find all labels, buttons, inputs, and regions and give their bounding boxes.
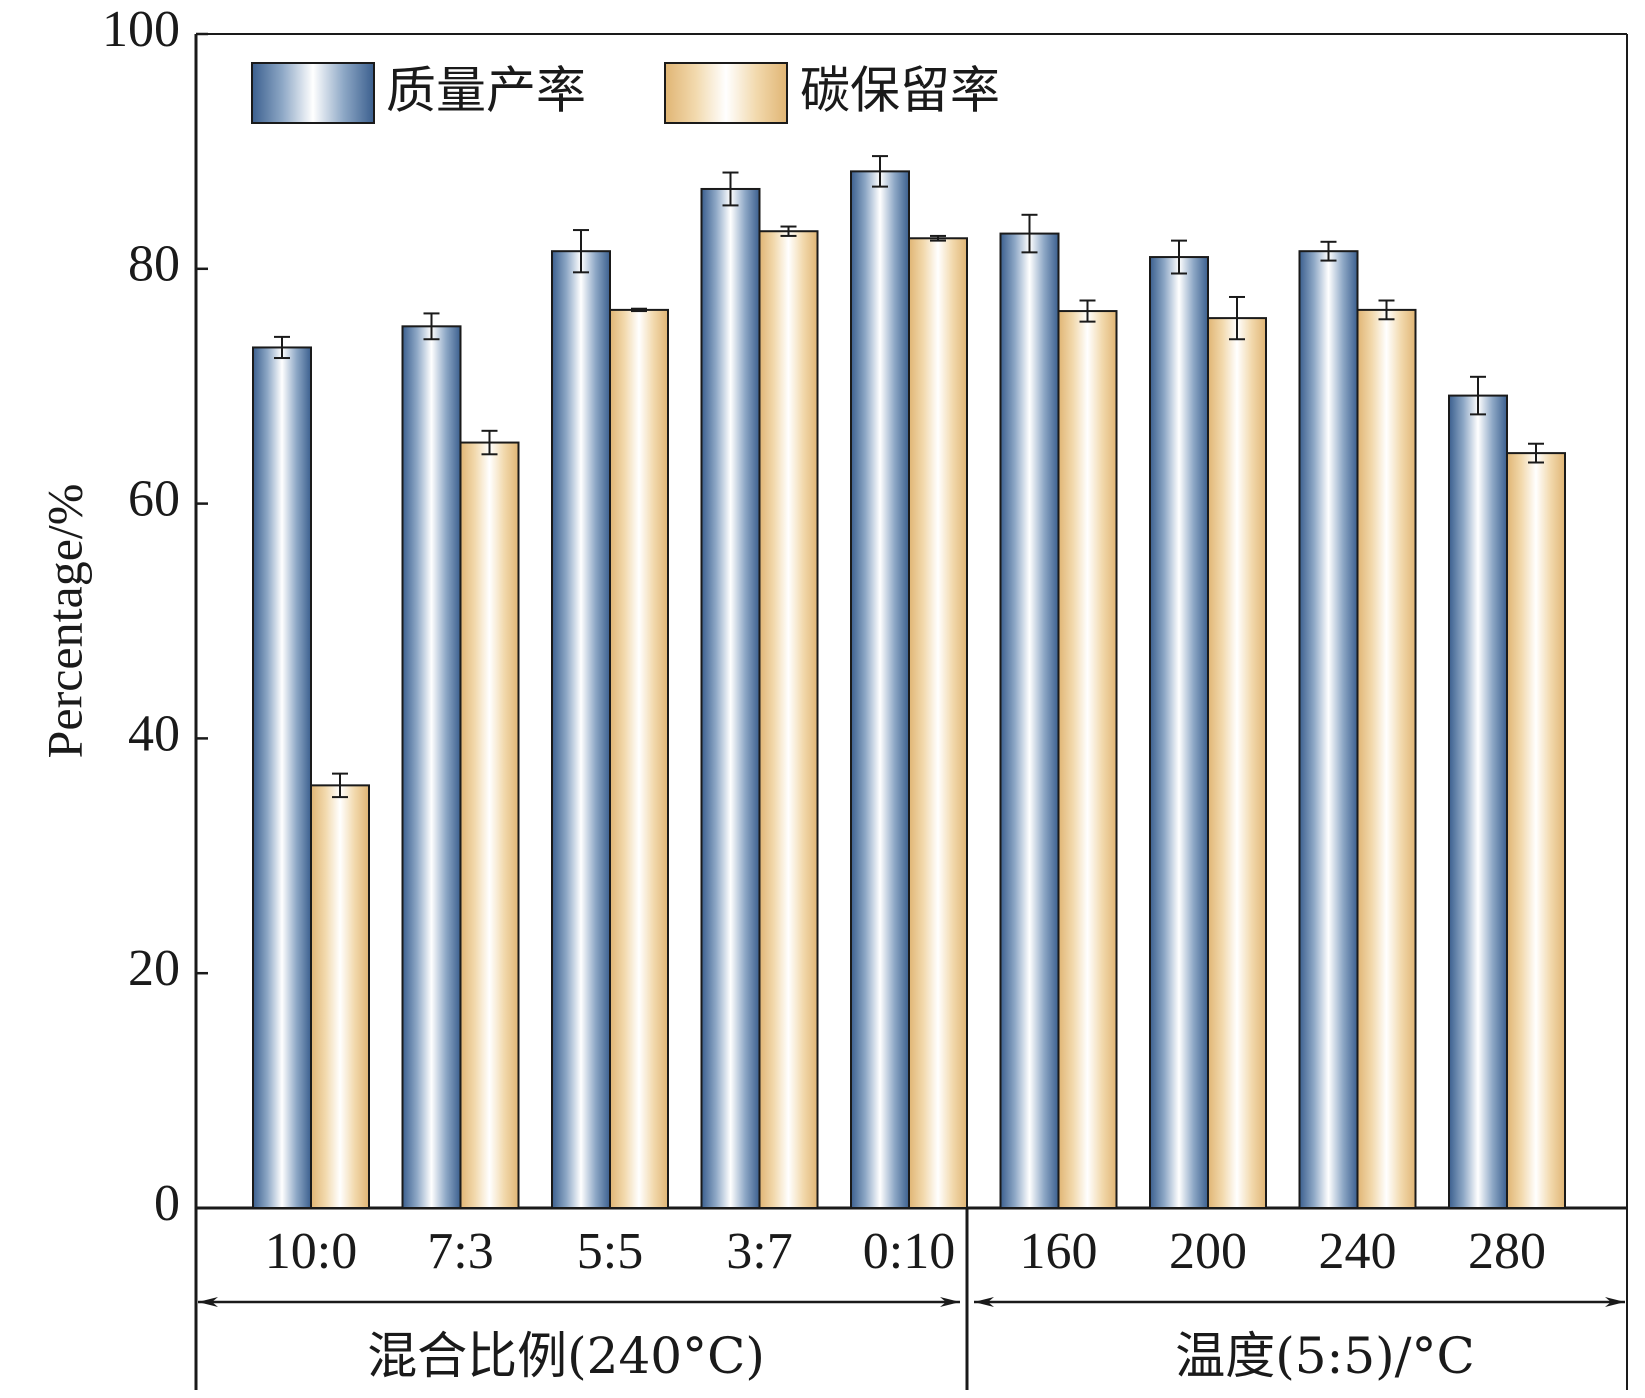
- bar-series-1-280: [1448, 394, 1508, 1210]
- bar-series-1-3:7: [700, 187, 761, 1209]
- bars: [252, 155, 1566, 1210]
- bar-series-2-7:3: [459, 441, 520, 1209]
- legend-swatch-series-1: [251, 62, 375, 124]
- bar-series-2-5:5: [609, 308, 669, 1209]
- legend-swatch-series-2: [664, 62, 788, 124]
- x-tick-label: 200: [1169, 1223, 1247, 1280]
- y-tick-label: 40: [128, 705, 180, 762]
- bar-series-2-240: [1356, 308, 1417, 1209]
- bar-series-2-160: [1057, 310, 1118, 1209]
- group-label-mix: 混合比例(240°C): [367, 1327, 765, 1385]
- x-tick-label: 7:3: [427, 1223, 493, 1280]
- bar-series-1-0:10: [850, 170, 910, 1209]
- group-label-temp: 温度(5:5)/°C: [1175, 1327, 1475, 1385]
- y-axis-title: Percentage/%: [36, 484, 92, 759]
- x-tick-label: 160: [1020, 1223, 1098, 1280]
- bar-series-1-5:5: [551, 250, 611, 1209]
- y-tick-label: 60: [128, 471, 180, 528]
- x-tick-label: 5:5: [577, 1223, 643, 1280]
- bar-series-1-7:3: [401, 325, 462, 1209]
- bar-series-2-280: [1506, 452, 1566, 1210]
- y-ticks: 0 20 40 60 80 100: [102, 1, 208, 1232]
- legend: 质量产率 碳保留率: [251, 62, 1000, 124]
- legend-label-series-1: 质量产率: [386, 62, 586, 120]
- bar-series-2-0:10: [908, 237, 968, 1209]
- x-tick-label: 0:10: [863, 1223, 955, 1280]
- x-tick-label: 280: [1468, 1223, 1546, 1280]
- y-tick-label: 20: [128, 940, 180, 997]
- x-tick-label: 10:0: [265, 1223, 357, 1280]
- x-tick-labels: 10:0 7:3 5:5 3:7 0:10 160 200 240 280: [265, 1223, 1546, 1280]
- y-tick-label: 80: [128, 236, 180, 293]
- legend-label-series-2: 碳保留率: [800, 62, 1000, 120]
- bar-series-1-240: [1298, 250, 1359, 1209]
- y-tick-label: 0: [154, 1175, 180, 1232]
- y-tick-label: 100: [102, 1, 180, 58]
- x-tick-label: 3:7: [726, 1223, 792, 1280]
- bar-series-1-10:0: [252, 346, 312, 1209]
- bar-series-2-200: [1207, 317, 1267, 1210]
- bar-series-2-3:7: [758, 230, 819, 1209]
- x-tick-label: 240: [1319, 1223, 1397, 1280]
- bar-series-1-200: [1149, 256, 1209, 1209]
- bar-series-2-10:0: [310, 784, 370, 1209]
- bar-series-1-160: [999, 232, 1060, 1209]
